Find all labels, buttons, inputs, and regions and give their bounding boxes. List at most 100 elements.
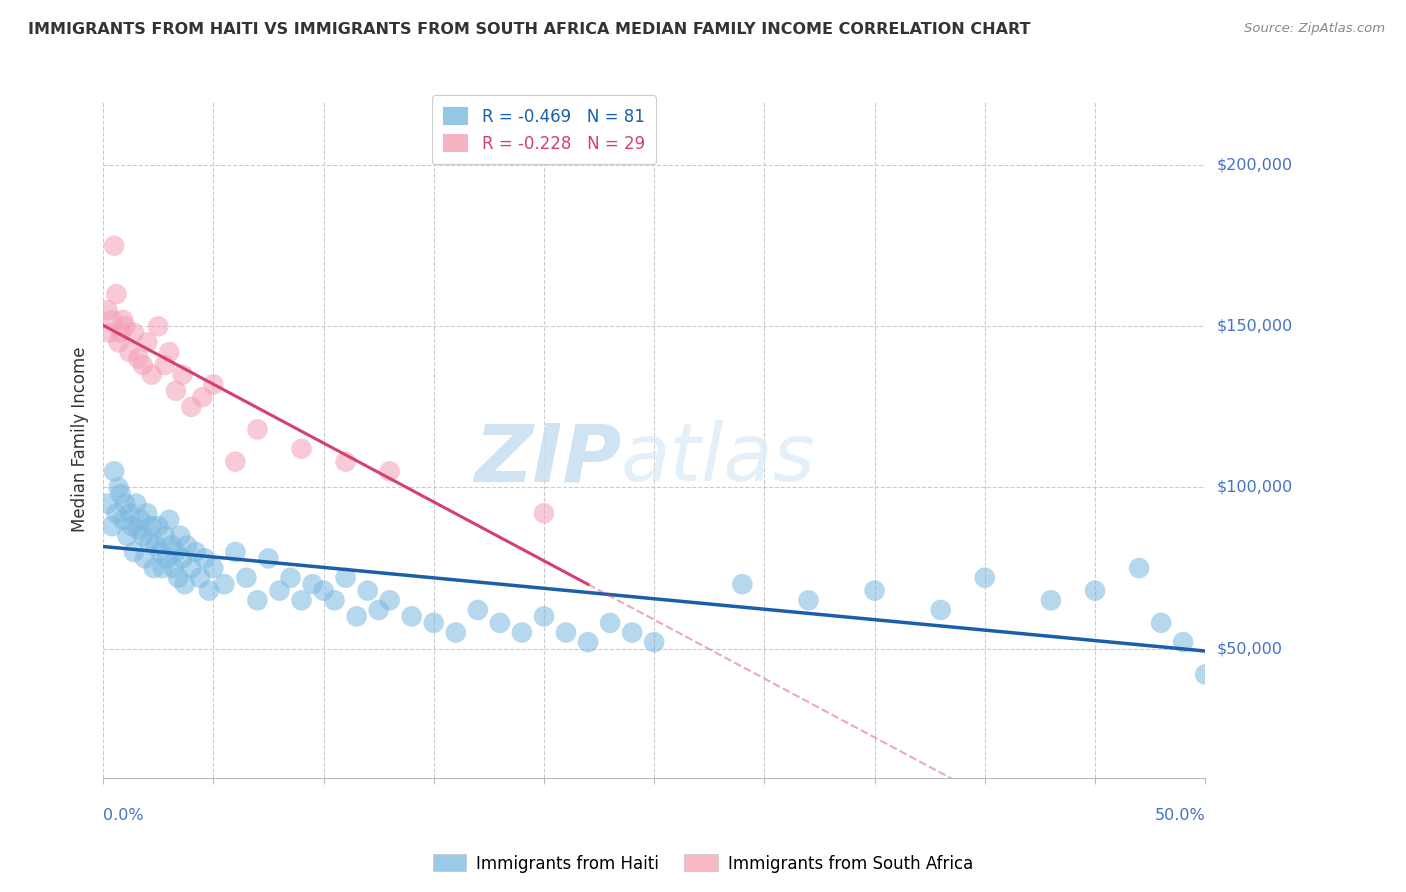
Text: $100,000: $100,000: [1216, 480, 1292, 495]
Point: [257, 551, 280, 566]
Point: [101, 519, 124, 533]
Point: [356, 583, 378, 598]
Point: [576, 635, 599, 649]
Text: 0.0%: 0.0%: [103, 808, 143, 823]
Point: [235, 571, 257, 585]
Point: [149, 545, 172, 559]
Point: [290, 442, 312, 456]
Point: [378, 464, 401, 478]
Point: [105, 287, 128, 301]
Point: [510, 625, 533, 640]
Text: $50,000: $50,000: [1216, 641, 1282, 657]
Point: [127, 351, 149, 366]
Point: [111, 513, 134, 527]
Point: [176, 539, 198, 553]
Point: [103, 464, 125, 478]
Point: [157, 345, 180, 359]
Point: [280, 571, 302, 585]
Point: [202, 561, 225, 575]
Legend: R = -0.469   N = 81, R = -0.228   N = 29: R = -0.469 N = 81, R = -0.228 N = 29: [432, 95, 657, 164]
Point: [246, 422, 269, 436]
Point: [1194, 667, 1216, 681]
Point: [467, 603, 489, 617]
Point: [643, 635, 665, 649]
Point: [323, 593, 346, 607]
Point: [117, 529, 139, 543]
Point: [184, 545, 207, 559]
Point: [132, 358, 155, 372]
Point: [134, 551, 156, 566]
Point: [169, 529, 191, 543]
Point: [111, 313, 134, 327]
Point: [96, 303, 118, 318]
Text: ZIP: ZIP: [474, 420, 621, 499]
Point: [129, 513, 152, 527]
Point: [165, 384, 187, 398]
Point: [172, 551, 194, 566]
Point: [125, 497, 148, 511]
Point: [114, 319, 136, 334]
Point: [290, 593, 312, 607]
Point: [98, 326, 121, 340]
Point: [621, 625, 644, 640]
Point: [153, 358, 176, 372]
Point: [165, 545, 187, 559]
Point: [731, 577, 754, 591]
Point: [160, 539, 183, 553]
Point: [489, 615, 512, 630]
Point: [96, 497, 118, 511]
Point: [555, 625, 578, 640]
Point: [122, 545, 145, 559]
Point: [188, 571, 211, 585]
Point: [929, 603, 952, 617]
Point: [193, 551, 215, 566]
Point: [401, 609, 423, 624]
Point: [153, 529, 176, 543]
Point: [367, 603, 389, 617]
Point: [157, 513, 180, 527]
Text: IMMIGRANTS FROM HAITI VS IMMIGRANTS FROM SOUTH AFRICA MEDIAN FAMILY INCOME CORRE: IMMIGRANTS FROM HAITI VS IMMIGRANTS FROM…: [28, 22, 1031, 37]
Point: [127, 522, 149, 536]
Point: [198, 583, 221, 598]
Point: [180, 400, 202, 414]
Text: $150,000: $150,000: [1216, 318, 1292, 334]
Point: [863, 583, 886, 598]
Point: [202, 377, 225, 392]
Point: [110, 326, 132, 340]
Point: [105, 506, 128, 520]
Point: [180, 561, 202, 575]
Point: [246, 593, 269, 607]
Point: [156, 551, 179, 566]
Point: [107, 480, 129, 494]
Point: [312, 583, 335, 598]
Point: [172, 368, 194, 382]
Point: [224, 545, 246, 559]
Point: [142, 561, 165, 575]
Point: [163, 561, 186, 575]
Point: [110, 487, 132, 501]
Point: [145, 539, 167, 553]
Point: [118, 345, 141, 359]
Point: [335, 455, 357, 469]
Text: Source: ZipAtlas.com: Source: ZipAtlas.com: [1244, 22, 1385, 36]
Point: [141, 368, 163, 382]
Legend: Immigrants from Haiti, Immigrants from South Africa: Immigrants from Haiti, Immigrants from S…: [426, 847, 980, 880]
Point: [1128, 561, 1150, 575]
Point: [214, 577, 236, 591]
Point: [423, 615, 446, 630]
Point: [191, 390, 214, 404]
Point: [101, 313, 124, 327]
Point: [167, 571, 190, 585]
Point: [1084, 583, 1107, 598]
Point: [599, 615, 621, 630]
Point: [444, 625, 467, 640]
Point: [118, 506, 141, 520]
Text: $200,000: $200,000: [1216, 158, 1292, 173]
Point: [148, 519, 170, 533]
Point: [797, 593, 820, 607]
Point: [136, 506, 159, 520]
Point: [132, 529, 155, 543]
Point: [141, 519, 163, 533]
Y-axis label: Median Family Income: Median Family Income: [72, 346, 89, 532]
Point: [148, 319, 170, 334]
